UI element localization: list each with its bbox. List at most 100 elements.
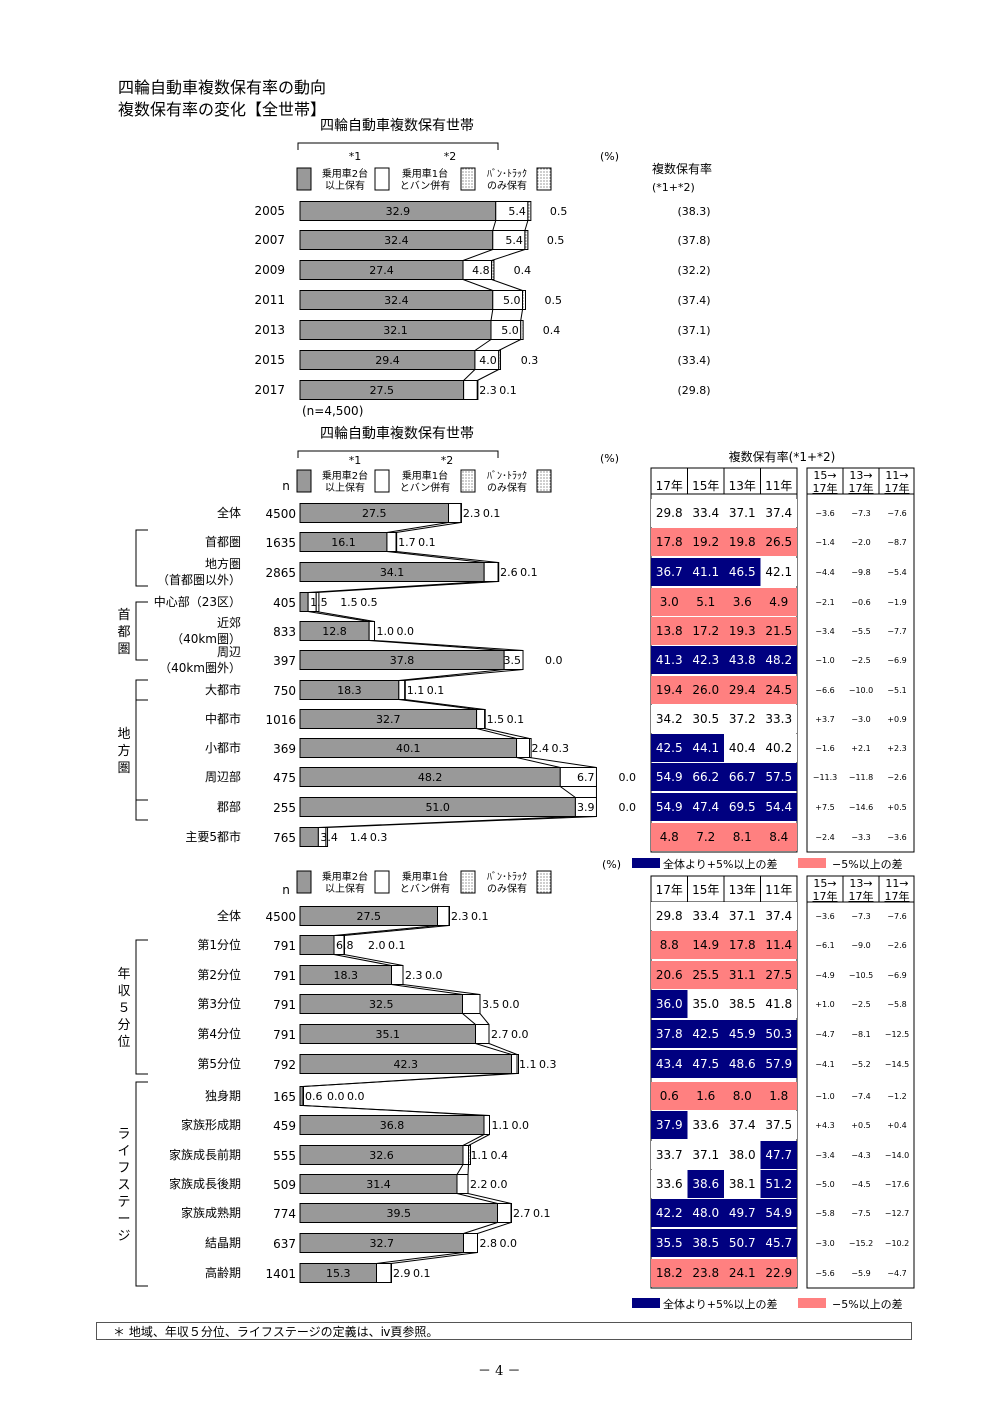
chart3-n-value: 791 — [273, 969, 296, 983]
chart3-n-value: 791 — [273, 998, 296, 1012]
chart3-table-diff-col: 15→ — [813, 877, 836, 890]
chart2-low-label: −5%以上の差 — [832, 857, 903, 871]
chart2-bar-value-2: 1.4 — [350, 831, 368, 844]
chart2-table-rate-value: 24.5 — [765, 683, 792, 697]
chart2-table-diff-value: −3.6 — [815, 509, 834, 518]
chart1-bar-connector — [524, 220, 529, 231]
chart3-table-diff-value: −14.0 — [885, 1151, 910, 1160]
chart2-table-diff-value: −5.1 — [887, 686, 906, 695]
chart2-bar-value-3: 0.1 — [507, 713, 525, 726]
chart3-n-value: 774 — [273, 1207, 296, 1221]
chart2-row-label: 郡部 — [217, 799, 241, 814]
chart2-row-label: 周辺 — [217, 645, 241, 659]
chart3-table-rate-cell — [651, 1050, 688, 1078]
chart2-bar-connector — [398, 669, 505, 681]
chart2-row-label: 全体 — [217, 505, 241, 520]
chart2-table-rate-value: 29.8 — [656, 506, 683, 520]
chart3-bar-value-2: 2.9 — [393, 1267, 411, 1280]
chart1-rate-value: (37.4) — [677, 294, 710, 307]
chart3-table-diff-value: −12.5 — [885, 1030, 910, 1039]
chart2-table-rate-value: 13.8 — [656, 624, 683, 638]
chart2-bar-seg3 — [395, 532, 398, 552]
chart2-table-rate-cell — [724, 558, 761, 586]
chart1-bar-seg2 — [463, 380, 478, 400]
chart2-bar-seg3 — [404, 680, 406, 700]
chart2-table-diff-value: −3.3 — [851, 833, 870, 842]
chart3-table-rate-value: 48.0 — [692, 1206, 719, 1220]
chart2-table-rate-cell — [651, 705, 688, 733]
chart1-bar-value-2: 4.0 — [479, 354, 497, 367]
chart2-table-rate-value: 42.1 — [765, 565, 792, 579]
chart1-year-label: 2011 — [254, 293, 285, 307]
chart2-bar-value-2: 6.7 — [577, 771, 595, 784]
chart3-side-b-label: イ — [117, 1144, 130, 1159]
chart3-bar-connector — [462, 1134, 485, 1146]
chart1-bar-seg3 — [498, 350, 502, 370]
chart2-bracket — [297, 450, 499, 458]
chart2-table-diff-col: 17年 — [813, 481, 838, 495]
chart3-row-label: 第4分位 — [197, 1026, 241, 1041]
chart2-table-rate-cell — [687, 499, 724, 527]
chart2-table-rate-cell — [760, 558, 797, 586]
chart2-table-rate-value: 37.4 — [765, 506, 792, 520]
chart3-table-rate-value: 24.1 — [729, 1266, 756, 1280]
chart2-bar-value-1: 18.3 — [337, 684, 362, 697]
chart3-table-rate-cell — [651, 990, 688, 1018]
chart3-n-value: 509 — [273, 1178, 296, 1192]
chart2-row-label: （首都圏以外） — [157, 573, 241, 587]
chart1-bar-value-2: 5.0 — [501, 324, 519, 337]
chart2-n-value: 1016 — [265, 713, 296, 727]
chart2-table-rate-cell — [760, 823, 797, 851]
chart3-bar-seg2 — [302, 1086, 304, 1106]
chart2-table-rate-cell — [724, 617, 761, 645]
chart1-n-note: (n=4,500) — [302, 404, 363, 418]
chart3-table-rate-value: 25.5 — [692, 968, 719, 982]
chart3-table-diff-value: −7.4 — [851, 1092, 870, 1101]
chart2-table-rate-value: 43.8 — [729, 653, 756, 667]
chart3-n-value: 165 — [273, 1090, 296, 1104]
chart3-table-rate-value: 22.9 — [765, 1266, 792, 1280]
chart2-table-rate-value: 19.3 — [729, 624, 756, 638]
chart3-table-diff-value: −17.6 — [885, 1180, 910, 1189]
chart3-table-rate-cell — [760, 1199, 797, 1227]
chart3-side-b-label: フ — [117, 1161, 130, 1176]
chart2-bar-value-2: 1.5 — [340, 596, 358, 609]
chart3-table-rate-cell — [724, 902, 761, 930]
chart2-table-diff-col: 11→ — [885, 469, 908, 482]
chart2-row-label: 小都市 — [205, 740, 241, 755]
chart2-pct: (%) — [600, 452, 619, 465]
chart3-bar-connector — [463, 1222, 498, 1234]
chart2-table-diff-value: +0.9 — [887, 715, 906, 724]
chart1-bar-connector — [474, 339, 492, 351]
chart3-table-rate-value: 1.6 — [696, 1089, 715, 1103]
chart2-table-rate-cell — [687, 617, 724, 645]
chart2-table-rate-cell — [724, 763, 761, 791]
chart2-legend-label-3b: のみ保有 — [487, 481, 527, 494]
chart2-table-diff-value: −2.5 — [851, 656, 870, 665]
chart3-bar-value-2: 1.1 — [492, 1119, 510, 1132]
chart2-side-b-label: 地 — [117, 727, 130, 742]
chart3-table-diff-value: −2.6 — [887, 941, 906, 950]
chart3-n-value: 555 — [273, 1149, 296, 1163]
chart1-rate-value: (32.2) — [677, 264, 710, 277]
chart2-table-rate-value: 36.7 — [656, 565, 683, 579]
chart3-side-a-label: ５ — [117, 1001, 130, 1016]
chart3-table-rate-cell — [760, 902, 797, 930]
chart3-table-rate-cell — [651, 902, 688, 930]
chart3-table-diff-value: −8.1 — [851, 1030, 870, 1039]
chart3-table-diff-col: 17年 — [813, 889, 838, 903]
chart2-table-rate-value: 41.3 — [656, 653, 683, 667]
chart3-bar-value-2: 2.3 — [451, 910, 469, 923]
chart2-table-diff-value: +2.3 — [887, 744, 906, 753]
chart2-bar-value-3: 0.1 — [520, 566, 538, 579]
chart3-table-rate-value: 18.2 — [656, 1266, 683, 1280]
chart3-legend-label-3b: のみ保有 — [487, 882, 527, 895]
chart2-bar-connector — [404, 699, 485, 710]
chart2-low-swatch — [798, 858, 826, 868]
chart2-table-diff-value: −14.6 — [849, 803, 874, 812]
chart3-table-rate-value: 50.7 — [729, 1236, 756, 1250]
chart2-table-rate-cell — [651, 588, 688, 616]
chart2-table-rate-cell — [760, 646, 797, 674]
chart3-table-rate-value: 38.0 — [729, 1148, 756, 1162]
chart2-bar-seg2 — [398, 680, 406, 700]
